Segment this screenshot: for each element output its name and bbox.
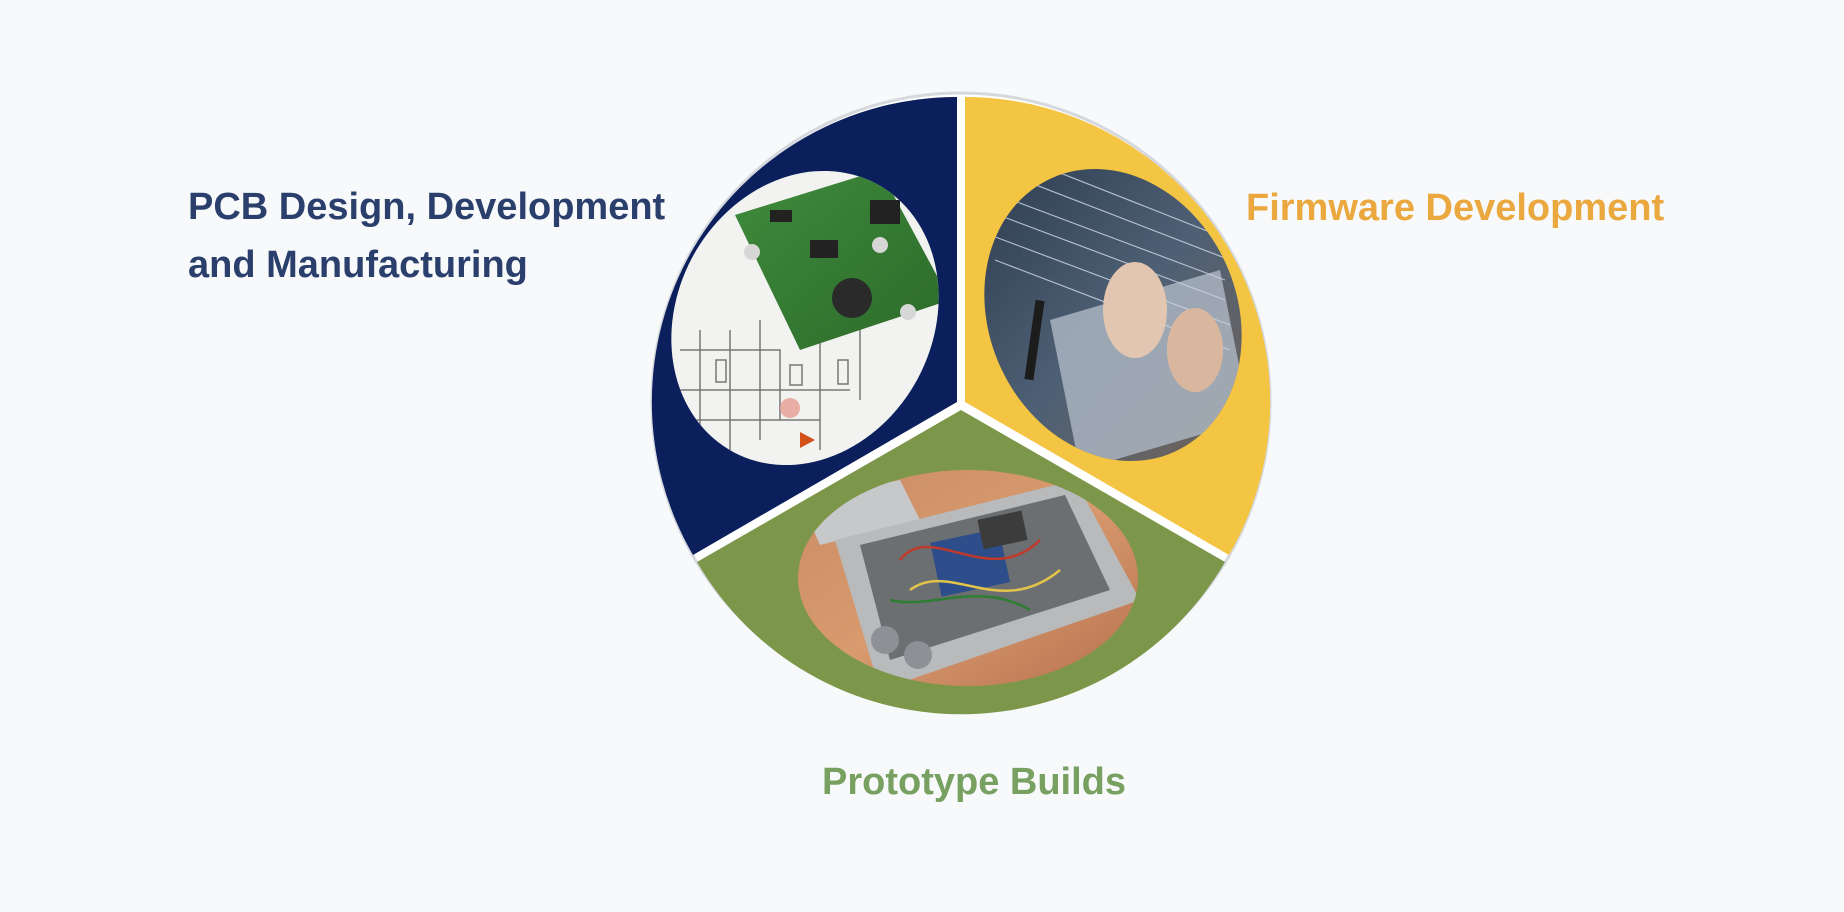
firmware-development-label: Firmware Development (1246, 187, 1665, 229)
pcb-label-line-2: and Manufacturing (188, 244, 528, 286)
pcb-design-label: PCB Design, Development and Manufacturin… (188, 178, 665, 294)
pcb-photo (660, 160, 960, 480)
prototype-builds-label: Prototype Builds (822, 761, 1127, 803)
pcb-label-line-1: PCB Design, Development (188, 186, 666, 228)
prototype-photo (798, 470, 1138, 686)
